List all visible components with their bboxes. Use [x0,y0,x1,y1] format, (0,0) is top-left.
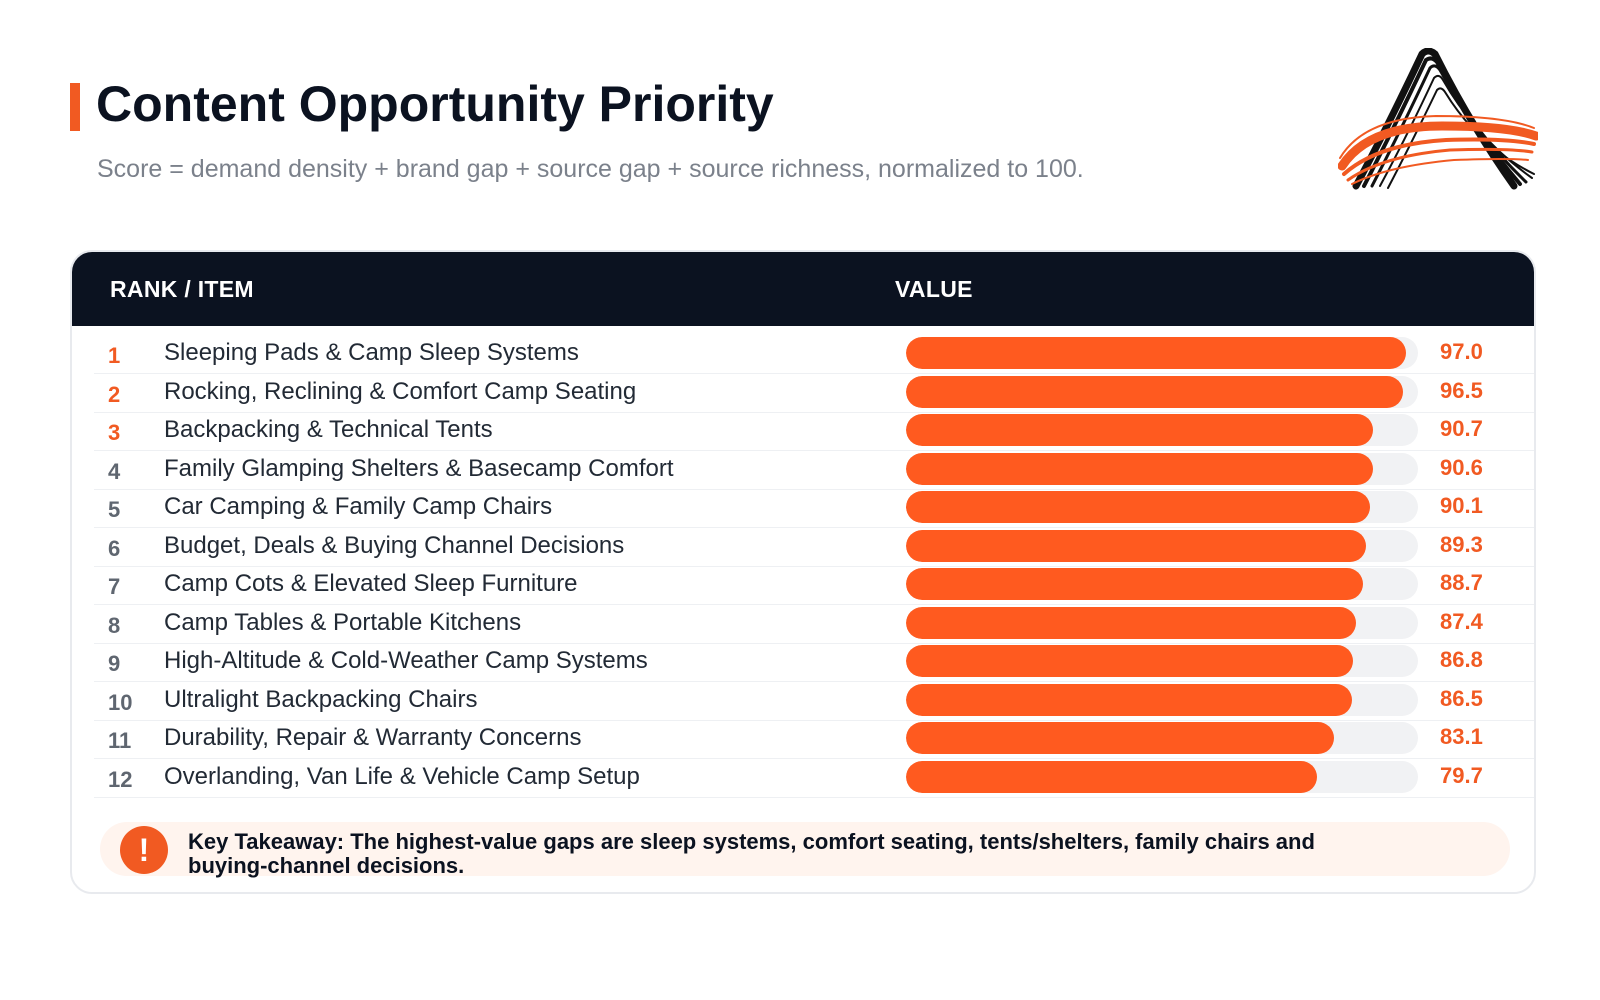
bar [906,414,1374,446]
table-row: 8 Camp Tables & Portable Kitchens 87.4 [94,604,1534,644]
value-label: 87.4 [1440,608,1483,634]
value-label: 90.7 [1440,416,1483,441]
title-accent-bar [70,83,80,131]
bar [906,568,1363,600]
bar-track [906,375,1418,408]
value-label: 86.5 [1440,685,1483,711]
bar-track [906,452,1418,485]
rank-number: 2 [108,381,121,407]
item-label: Durability, Repair & Warranty Concerns [164,724,582,751]
stylized-letter-a-logo-icon [1338,48,1538,190]
value-label: 90.6 [1440,454,1483,480]
rank-number: 1 [108,343,121,368]
rank-number: 6 [108,535,121,561]
table-row: 4 Family Glamping Shelters & Basecamp Com… [94,450,1534,490]
table-row: 6 Budget, Deals & Buying Channel Decision… [94,527,1534,567]
value-label: 88.7 [1440,570,1483,595]
bar [906,529,1367,562]
item-label: Ultralight Backpacking Chairs [164,685,478,713]
item-label: Backpacking & Technical Tents [164,416,493,443]
table-row: 5 Car Camping & Family Camp Chairs 90.1 [94,488,1534,528]
value-label: 90.1 [1440,493,1483,518]
rank-number: 9 [108,651,121,676]
bar-track [906,337,1418,369]
ranking-table-card: RANK / ITEM VALUE 1 Sleeping Pads & Camp … [70,250,1536,894]
bar-track [906,606,1418,639]
page-subtitle: Score = demand density + brand gap + sou… [97,155,1084,183]
value-label: 89.3 [1440,531,1483,557]
rank-number: 7 [108,574,121,599]
bar [906,375,1404,408]
bar [906,491,1371,523]
rank-number: 8 [108,612,121,638]
value-label: 83.1 [1440,724,1483,749]
bar [906,645,1354,677]
bar [906,337,1406,369]
table-row: 12 Overlanding, Van Life & Vehicle Camp S… [94,758,1534,798]
bar [906,452,1373,485]
item-label: Rocking, Reclining & Comfort Camp Seatin… [164,377,637,405]
rank-number: 10 [108,689,133,715]
table-row: 1 Sleeping Pads & Camp Sleep Systems 97.0 [94,334,1534,374]
bar-track [906,414,1418,446]
bar-track [906,760,1418,793]
table-row: 9 High-Altitude & Cold-Weather Camp Syste… [94,642,1534,682]
item-label: Family Glamping Shelters & Basecamp Comf… [164,454,674,482]
bar-track [906,568,1418,600]
bar [906,760,1317,793]
table-row: 2 Rocking, Reclining & Comfort Camp Seati… [94,373,1534,413]
item-label: High-Altitude & Cold-Weather Camp System… [164,647,648,674]
bar-track [906,645,1418,677]
key-takeaway-text: Key Takeaway: The highest-value gaps are… [188,829,1315,878]
item-label: Sleeping Pads & Camp Sleep Systems [164,339,579,366]
table-row: 10 Ultralight Backpacking Chairs 86.5 [94,681,1534,721]
bar-track [906,683,1418,716]
table-row: 7 Camp Cots & Elevated Sleep Furniture 88.… [94,565,1534,605]
column-header-rank-item: RANK / ITEM [110,276,254,302]
rank-number: 3 [108,420,121,445]
rank-number: 11 [108,728,132,753]
bar-track [906,722,1418,754]
value-label: 96.5 [1440,377,1483,403]
table-header: RANK / ITEM VALUE [72,252,1534,326]
item-label: Car Camping & Family Camp Chairs [164,493,553,520]
rank-number: 4 [108,458,121,484]
rank-number: 5 [108,497,121,522]
item-label: Overlanding, Van Life & Vehicle Camp Set… [164,762,640,790]
ranking-rows: 1 Sleeping Pads & Camp Sleep Systems 97.0 2… [72,252,1534,892]
item-label: Budget, Deals & Buying Channel Decisions [164,531,625,559]
table-row: 3 Backpacking & Technical Tents 90.7 [94,411,1534,451]
value-label: 97.0 [1440,339,1483,364]
bar-track [906,529,1418,562]
table-row: 11 Durability, Repair & Warranty Concerns… [94,719,1534,759]
key-takeaway-callout: ! Key Takeaway: The highest-value gaps a… [100,822,1510,878]
item-label: Camp Cots & Elevated Sleep Furniture [164,570,578,597]
rank-number: 12 [108,766,133,792]
column-header-value: VALUE [895,276,973,302]
exclamation-icon: ! [120,826,168,874]
value-label: 79.7 [1440,762,1483,788]
bar [906,683,1352,716]
bar [906,606,1357,639]
bar-track [906,491,1418,523]
page-title: Content Opportunity Priority [96,76,774,132]
item-label: Camp Tables & Portable Kitchens [164,608,522,636]
bar [906,722,1335,754]
value-label: 86.8 [1440,647,1483,672]
